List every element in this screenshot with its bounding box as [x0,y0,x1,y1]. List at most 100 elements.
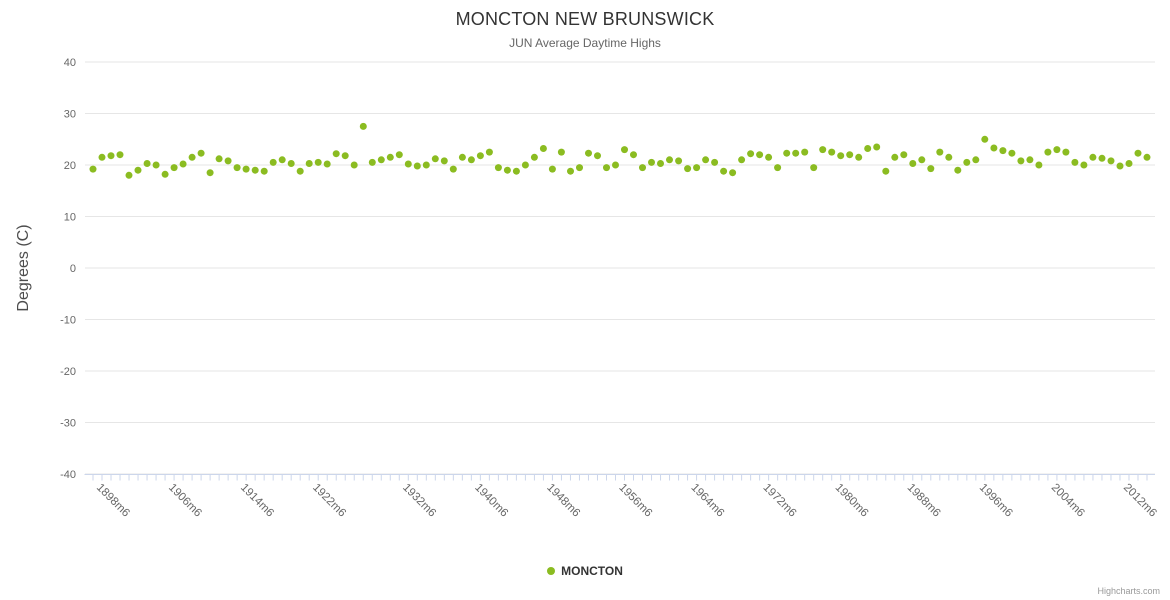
data-point[interactable] [693,164,701,172]
data-point[interactable] [864,145,872,152]
data-point[interactable] [936,148,944,156]
data-point[interactable] [819,146,827,154]
data-point[interactable] [756,151,764,159]
data-point[interactable] [1107,157,1115,165]
data-point[interactable] [449,165,457,173]
data-point[interactable] [1071,158,1079,166]
data-point[interactable] [476,152,484,160]
data-point[interactable] [89,165,97,173]
data-point[interactable] [648,158,655,166]
data-point[interactable] [431,155,439,163]
data-point[interactable] [287,160,295,167]
data-point[interactable] [557,148,565,156]
data-point[interactable] [548,165,556,173]
data-point[interactable] [666,156,673,164]
data-point[interactable] [801,148,809,156]
data-point[interactable] [512,167,520,175]
data-point[interactable] [855,153,863,161]
data-point[interactable] [657,160,664,167]
data-point[interactable] [1026,156,1034,164]
data-point[interactable] [630,151,637,159]
data-point[interactable] [621,146,628,154]
data-point[interactable] [125,171,133,179]
data-point[interactable] [828,148,836,156]
highcharts-credits-link[interactable]: Highcharts.com [1097,586,1160,596]
data-point[interactable] [233,164,241,172]
data-point[interactable] [846,151,854,159]
data-point[interactable] [242,165,250,173]
data-point[interactable] [576,164,583,172]
data-point[interactable] [927,165,935,173]
data-point[interactable] [783,149,791,157]
data-point[interactable] [368,158,376,166]
data-point[interactable] [747,150,755,158]
data-point[interactable] [179,160,187,168]
data-point[interactable] [963,158,971,166]
data-point[interactable] [837,152,845,160]
data-point[interactable] [1080,161,1088,169]
data-point[interactable] [1044,148,1052,156]
data-point[interactable] [161,170,169,178]
data-point[interactable] [485,148,493,156]
data-point[interactable] [702,156,710,164]
data-point[interactable] [972,156,980,164]
data-point[interactable] [224,157,232,165]
legend-item-moncton[interactable]: MONCTON [0,564,1170,578]
data-point[interactable] [377,156,385,164]
data-point[interactable] [1143,153,1151,161]
data-point[interactable] [594,152,601,160]
data-point[interactable] [603,164,610,172]
data-point[interactable] [684,165,692,173]
data-point[interactable] [1053,146,1061,154]
data-point[interactable] [891,153,899,161]
data-point[interactable] [422,161,430,169]
data-point[interactable] [1008,149,1016,157]
data-point[interactable] [404,160,412,168]
data-point[interactable] [215,155,223,163]
data-point[interactable] [675,157,683,165]
data-point[interactable] [539,145,547,152]
data-point[interactable] [359,122,367,130]
data-point[interactable] [954,166,962,174]
data-point[interactable] [909,160,917,167]
data-point[interactable] [251,166,259,174]
data-point[interactable] [1035,161,1043,169]
data-point[interactable] [170,164,178,172]
data-point[interactable] [197,149,205,157]
data-point[interactable] [323,160,331,168]
data-point[interactable] [494,164,502,172]
data-point[interactable] [107,152,115,160]
data-point[interactable] [1125,160,1133,167]
data-point[interactable] [1098,154,1106,162]
data-point[interactable] [269,158,277,166]
data-point[interactable] [720,167,728,175]
data-point[interactable] [332,150,340,158]
data-point[interactable] [711,158,719,166]
data-point[interactable] [945,153,953,161]
data-point[interactable] [1062,148,1070,156]
data-point[interactable] [314,158,322,166]
data-point[interactable] [729,169,737,177]
data-point[interactable] [467,156,475,164]
data-point[interactable] [503,166,511,174]
data-point[interactable] [530,153,538,161]
data-point[interactable] [143,160,151,167]
data-point[interactable] [296,167,304,175]
data-point[interactable] [440,157,448,165]
data-point[interactable] [1116,162,1124,170]
data-point[interactable] [1134,149,1142,157]
data-point[interactable] [116,151,124,159]
data-point[interactable] [873,143,881,151]
data-point[interactable] [765,153,773,161]
data-point[interactable] [639,164,646,172]
data-point[interactable] [278,156,286,164]
data-point[interactable] [774,164,782,172]
data-point[interactable] [981,135,989,143]
data-point[interactable] [882,167,890,175]
data-point[interactable] [918,156,926,164]
data-point[interactable] [738,156,746,164]
data-point[interactable] [260,167,268,175]
data-point[interactable] [567,167,574,175]
data-point[interactable] [990,144,998,152]
data-point[interactable] [1089,153,1097,161]
